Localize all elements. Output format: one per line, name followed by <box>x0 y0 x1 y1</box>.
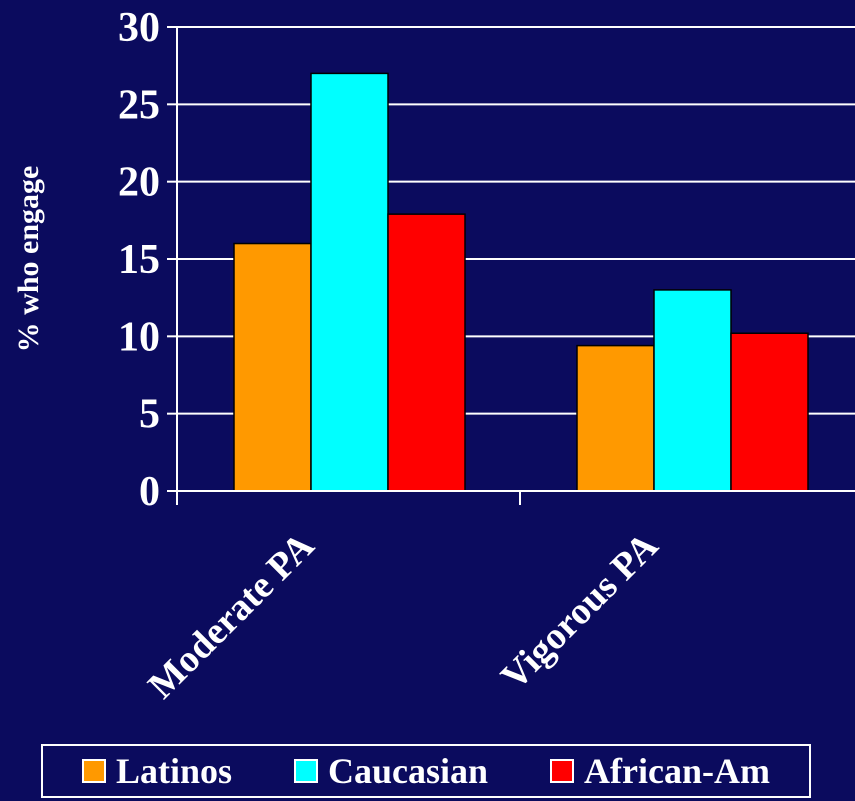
legend-label: Caucasian <box>328 751 489 791</box>
y-tick-label-4: 20 <box>118 160 160 206</box>
y-tick-label-0: 0 <box>139 469 160 515</box>
bar-african-am-1 <box>730 332 809 492</box>
legend-item-african-am: African-Am <box>550 750 770 792</box>
category-label-0: Moderate PA <box>140 524 323 707</box>
bars <box>233 72 809 492</box>
legend-item-caucasian: Caucasian <box>294 750 488 792</box>
y-tick-label-6: 30 <box>118 5 160 51</box>
y-tick-labels: 0 5 10 15 20 25 30 <box>118 5 160 515</box>
y-tick-label-3: 15 <box>118 237 160 283</box>
bar-latinos-0 <box>233 242 312 492</box>
legend-swatch <box>294 759 319 783</box>
y-tick-label-5: 25 <box>118 82 160 128</box>
bar-african-am-0 <box>387 213 466 492</box>
legend-label: African-Am <box>584 751 770 791</box>
legend-label: Latinos <box>115 751 233 791</box>
category-labels: Moderate PA Vigorous PA <box>140 524 667 707</box>
y-axis-label: % who engage <box>12 166 45 353</box>
y-tick-label-1: 5 <box>139 392 160 438</box>
legend-item-latinos: Latinos <box>81 750 233 792</box>
category-label-1: Vigorous PA <box>493 524 667 698</box>
legend-swatch <box>81 759 106 783</box>
y-tick-label-2: 10 <box>118 314 160 360</box>
legend-swatch <box>550 759 575 783</box>
bar-caucasian-0 <box>310 72 389 492</box>
axes <box>176 27 855 505</box>
bar-latinos-1 <box>576 344 655 492</box>
bar-caucasian-1 <box>653 289 732 492</box>
legend: Latinos Caucasian African-Am <box>41 744 811 798</box>
